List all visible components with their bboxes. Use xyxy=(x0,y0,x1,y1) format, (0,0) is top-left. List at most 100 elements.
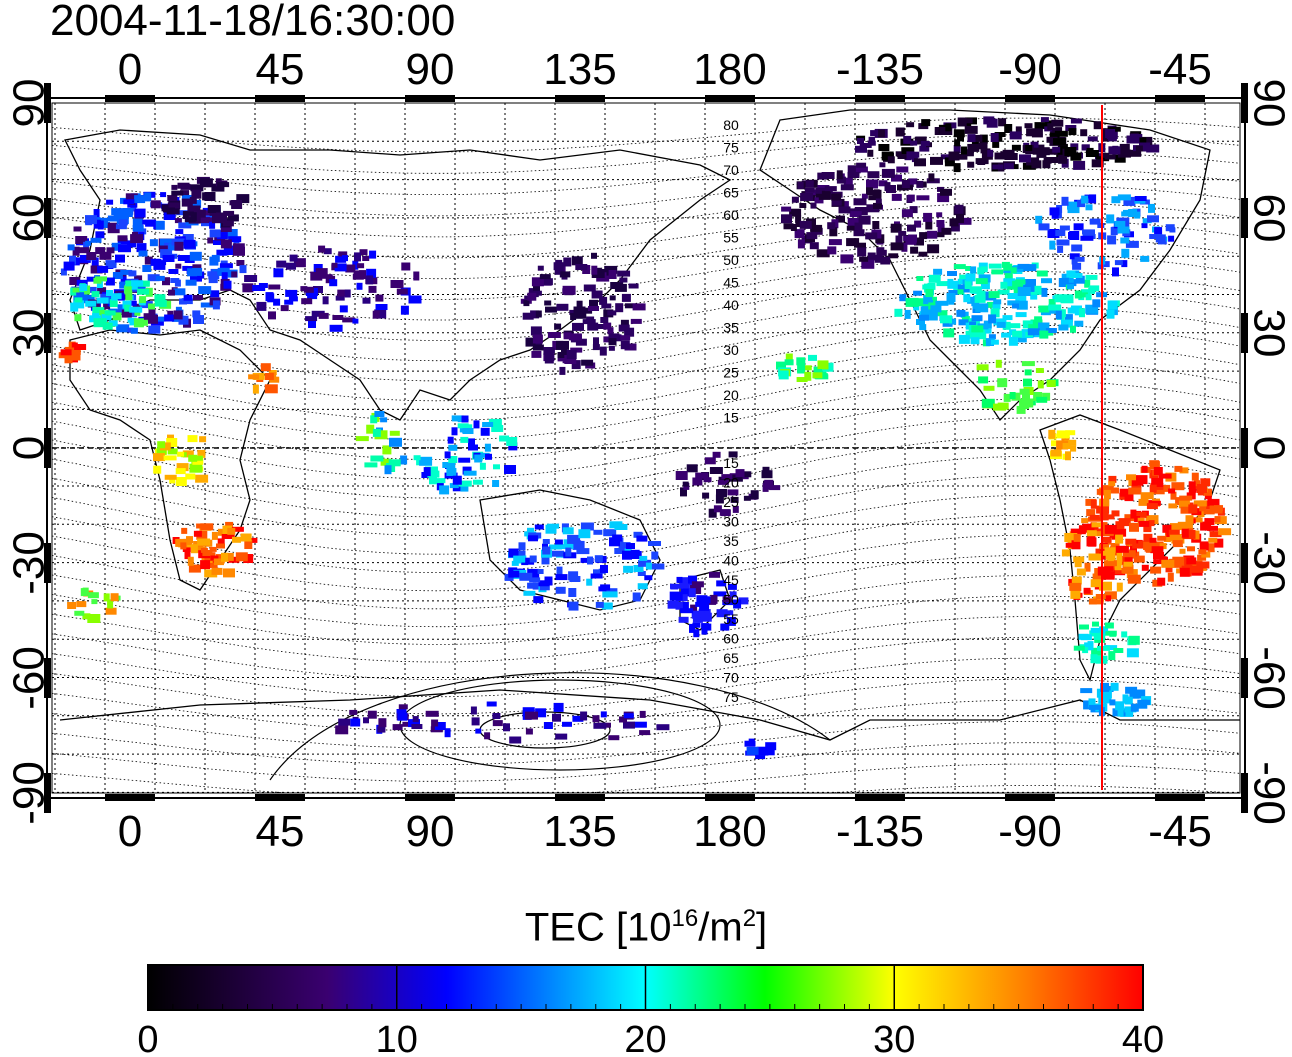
tec-cell xyxy=(1057,245,1064,253)
tec-cell xyxy=(103,593,110,602)
tec-cell xyxy=(810,224,823,232)
tec-cell xyxy=(623,713,634,719)
tec-cell xyxy=(335,295,345,301)
tec-cell xyxy=(542,278,553,286)
tec-cell xyxy=(492,713,501,719)
tec-cell xyxy=(817,360,829,370)
tec-cell xyxy=(219,263,233,269)
tec-cell xyxy=(637,583,648,590)
tec-cell xyxy=(1133,555,1145,563)
tec-cell xyxy=(135,319,148,326)
tec-cell xyxy=(201,220,210,227)
tec-cell xyxy=(156,316,166,322)
tec-cell xyxy=(1122,550,1136,558)
tec-cell xyxy=(148,314,158,324)
tec-cell xyxy=(993,403,1006,411)
tec-cell xyxy=(388,459,401,467)
tec-cell xyxy=(578,529,591,539)
tec-cell xyxy=(730,496,739,503)
tec-cell xyxy=(74,297,83,303)
tec-cell xyxy=(810,202,817,209)
tec-cell xyxy=(370,455,384,462)
tec-cell xyxy=(122,300,132,309)
contour-label: 45 xyxy=(723,572,739,588)
tec-cell xyxy=(568,588,577,597)
tec-cell xyxy=(1121,248,1130,258)
tec-cell xyxy=(537,569,544,574)
tec-cell xyxy=(1121,260,1128,268)
tec-cell xyxy=(1095,548,1104,554)
colorbar-title-end: ] xyxy=(756,905,768,950)
left-axis-tick xyxy=(44,543,51,583)
tec-cell xyxy=(460,436,469,443)
tec-cell xyxy=(166,438,178,447)
tec-cell xyxy=(1113,648,1124,653)
tec-cell xyxy=(216,230,228,240)
tec-cell xyxy=(608,270,617,279)
tec-cell xyxy=(1125,538,1137,545)
tec-cell xyxy=(190,544,198,554)
tec-cell xyxy=(396,288,408,295)
tec-cell xyxy=(682,602,689,611)
tec-cell xyxy=(149,239,158,247)
tec-cell xyxy=(1112,267,1119,277)
tec-cell xyxy=(975,158,989,165)
tec-cell xyxy=(313,286,323,293)
tec-cell xyxy=(614,548,627,554)
tec-cell xyxy=(1111,196,1121,204)
tec-cell xyxy=(182,234,194,241)
tec-cell xyxy=(192,455,203,461)
tec-cell xyxy=(93,209,100,218)
tec-cell xyxy=(847,218,861,226)
tec-cell xyxy=(997,378,1008,388)
left-lat-label: -30 xyxy=(5,531,54,595)
tec-cell xyxy=(1049,132,1060,140)
tec-cell xyxy=(645,562,652,570)
tec-cell xyxy=(562,527,574,535)
tec-cell xyxy=(1134,211,1141,219)
tec-cell xyxy=(608,345,615,351)
tec-cell xyxy=(879,162,886,168)
tec-cell xyxy=(1058,154,1068,164)
magnetic-contour xyxy=(52,534,1240,610)
tec-cell xyxy=(174,279,181,287)
tec-cell xyxy=(1138,498,1149,506)
tec-cell xyxy=(1104,547,1116,556)
tec-cell xyxy=(975,278,988,285)
tec-cell xyxy=(173,288,186,296)
tec-cell xyxy=(374,430,388,440)
tec-cell xyxy=(532,334,543,344)
tec-cell xyxy=(106,199,114,205)
tec-cell xyxy=(284,299,294,305)
tec-cell xyxy=(916,298,929,307)
tec-cell xyxy=(591,290,603,299)
tec-cell xyxy=(1084,562,1091,572)
tec-cell xyxy=(1102,485,1114,492)
tec-cell xyxy=(531,277,544,287)
tec-cell xyxy=(357,263,365,269)
magnetic-contour xyxy=(52,253,1240,321)
tec-cell xyxy=(886,185,896,193)
tec-cell xyxy=(1041,287,1048,297)
tec-cell xyxy=(77,247,90,254)
tec-cell xyxy=(609,295,616,301)
tec-cell xyxy=(923,295,933,305)
tec-cell xyxy=(209,546,217,552)
tec-cell xyxy=(449,483,459,489)
magnetic-contour xyxy=(52,167,1240,217)
tec-cell xyxy=(1046,380,1056,387)
bottom-lon-label: -135 xyxy=(836,807,924,856)
tec-cell xyxy=(182,211,196,219)
tec-cell xyxy=(236,260,245,266)
tec-cell xyxy=(1117,194,1131,201)
tec-cell xyxy=(870,130,879,137)
tec-cell xyxy=(1207,525,1218,531)
tec-cell xyxy=(121,309,132,318)
contour-label: 35 xyxy=(723,533,739,549)
tec-cell xyxy=(95,247,106,255)
tec-cell xyxy=(1060,319,1073,328)
tec-cell xyxy=(824,186,837,192)
tec-cell xyxy=(1115,521,1125,530)
tec-cell xyxy=(944,158,955,167)
tec-cell xyxy=(985,338,995,344)
